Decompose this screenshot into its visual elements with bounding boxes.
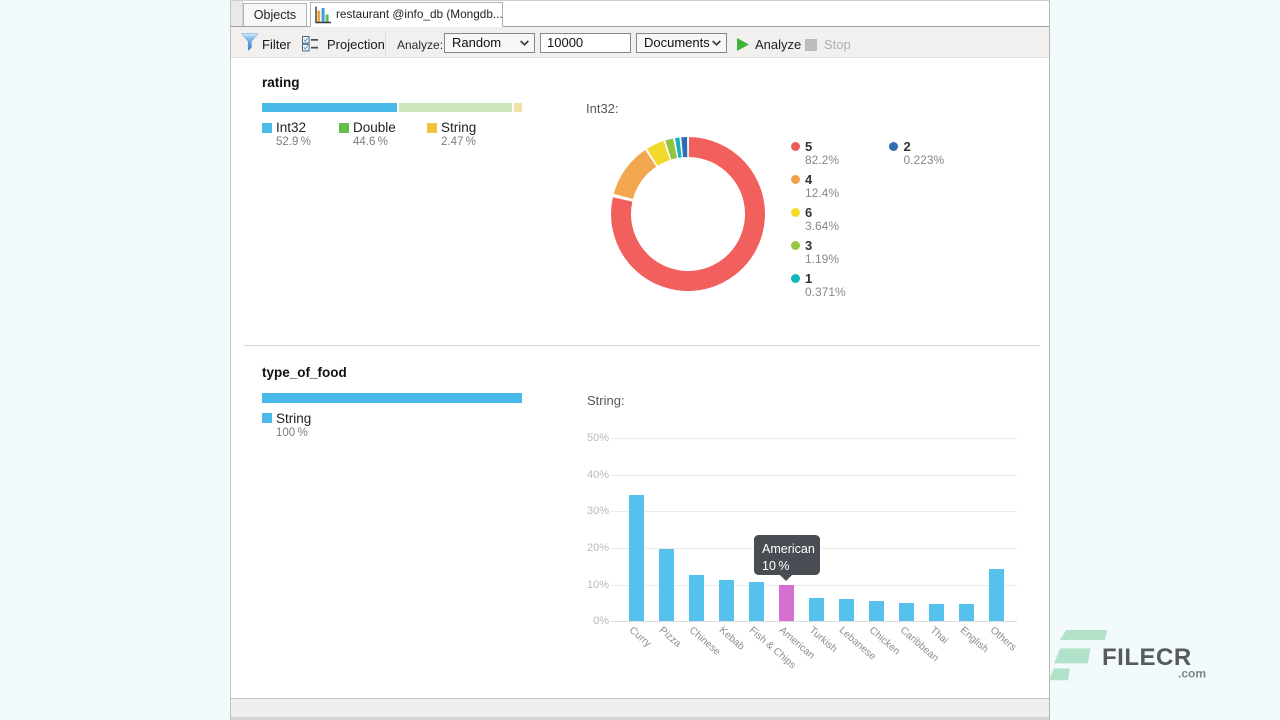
- svg-text:.com: .com: [1178, 667, 1206, 681]
- svg-text:FILECR: FILECR: [1102, 644, 1192, 671]
